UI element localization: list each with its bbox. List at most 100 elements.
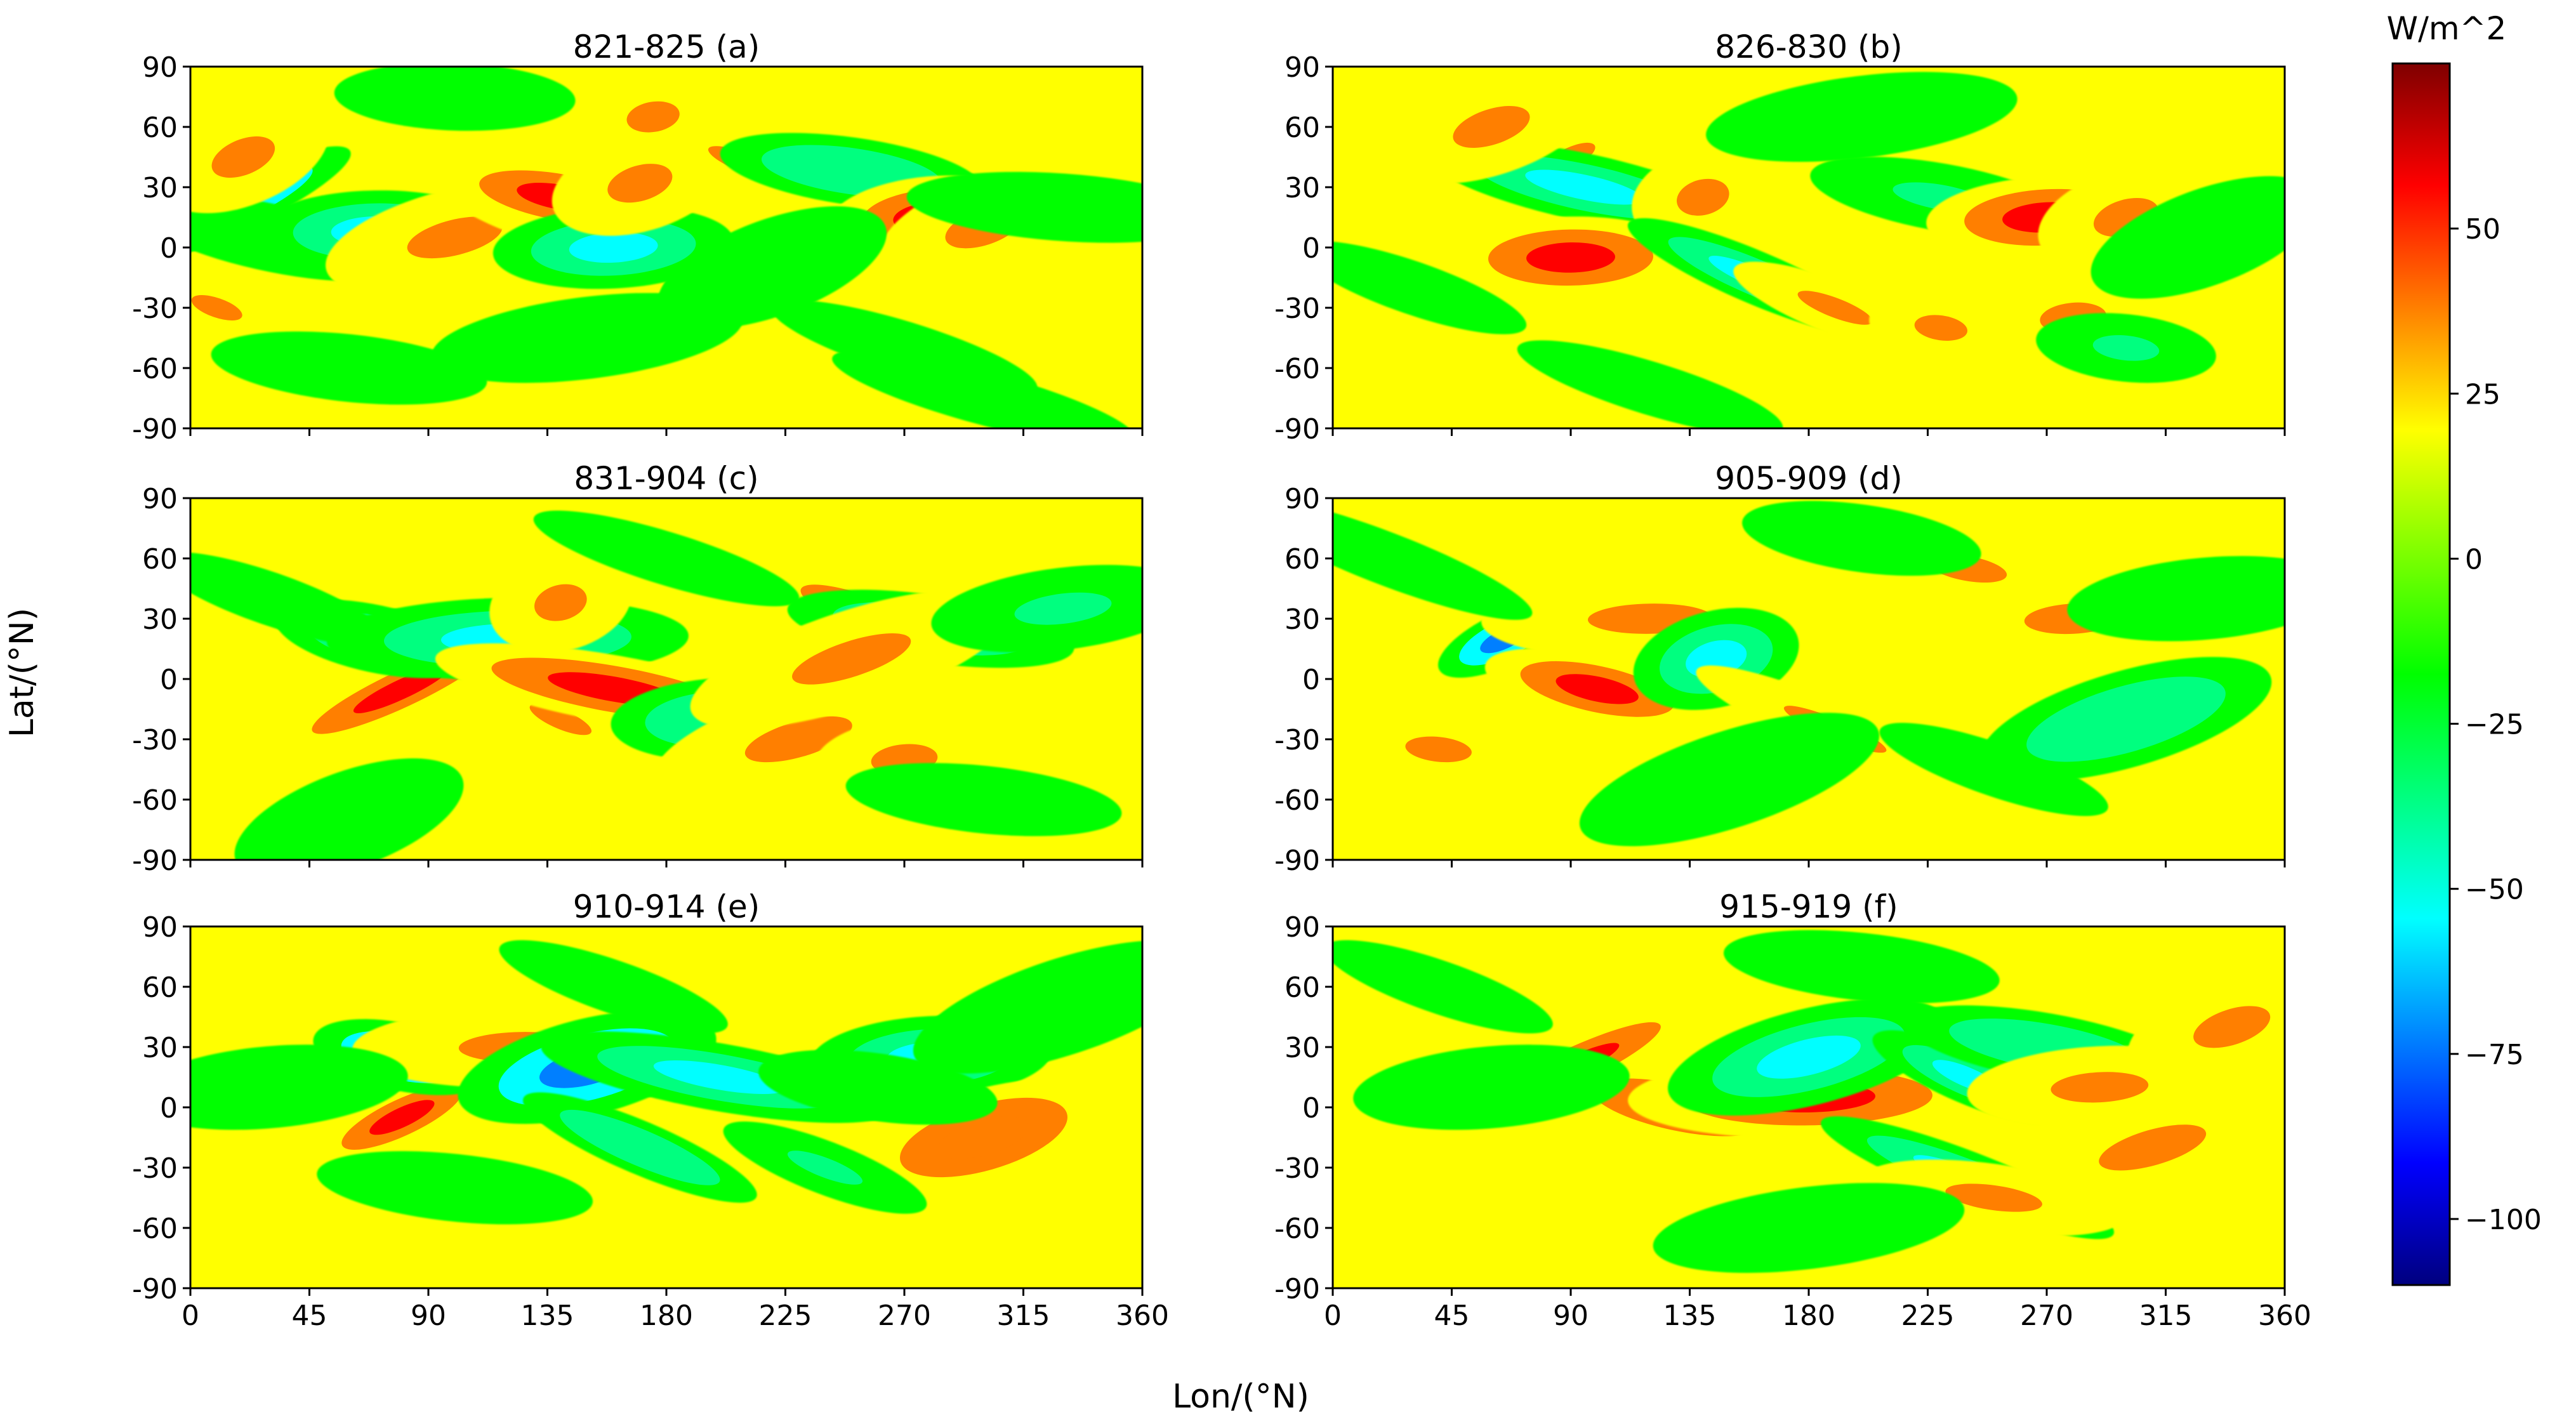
heatmap-core xyxy=(191,295,242,320)
colorbar-tick-label: 25 xyxy=(2465,378,2500,411)
heatmap-core xyxy=(2072,696,2180,742)
heatmap-core xyxy=(2163,214,2248,260)
y-tick-label: -90 xyxy=(1274,1273,1320,1305)
y-tick-label: -60 xyxy=(1274,784,1320,817)
heatmap-core xyxy=(1751,1211,1866,1245)
heatmap-core xyxy=(803,157,900,185)
colorbar-gradient xyxy=(2391,62,2451,1286)
heatmap-core xyxy=(2193,1006,2271,1048)
y-tick-label: 90 xyxy=(142,911,178,944)
y-tick-label: 60 xyxy=(142,543,178,576)
y-tick-label: -90 xyxy=(132,1273,178,1305)
colorbar-tick-label: −25 xyxy=(2465,709,2524,741)
y-tick-label: 30 xyxy=(142,603,178,636)
heatmap-core xyxy=(1914,315,1968,341)
x-tick-label: 90 xyxy=(411,1300,446,1332)
y-tick-label: 0 xyxy=(160,232,178,265)
y-tick-label: -30 xyxy=(1274,1152,1320,1185)
heatmap-core xyxy=(218,1071,321,1104)
heatmap-core xyxy=(1556,674,1639,704)
x-tick-label: 180 xyxy=(640,1300,693,1332)
y-tick-label: -90 xyxy=(1274,413,1320,445)
heatmap-core xyxy=(1526,242,1615,273)
heatmap-core xyxy=(529,703,592,735)
y-tick-label: 30 xyxy=(1285,603,1320,636)
colorbar-tick-label: −75 xyxy=(2465,1039,2524,1071)
panel-title: 915-919 (f) xyxy=(1719,888,1898,925)
heatmap-core xyxy=(404,1174,506,1201)
colorbar-tick-label: 0 xyxy=(2465,543,2483,576)
y-tick-label: 0 xyxy=(1302,664,1320,696)
panel-b: 826-830 (b) 90 60 30 0 -30 -60 -90 xyxy=(1274,29,2286,445)
heatmap-core xyxy=(1817,524,1906,553)
heatmap-core xyxy=(626,101,680,133)
x-tick-label: 45 xyxy=(1434,1300,1470,1332)
heatmap-core xyxy=(1370,270,1455,305)
heatmap-core xyxy=(534,584,587,621)
x-tick-label: 225 xyxy=(759,1300,812,1332)
y-tick-label: 30 xyxy=(142,172,178,204)
y-tick-label: 30 xyxy=(1285,1032,1320,1064)
x-tick-label: 360 xyxy=(1116,1300,1169,1332)
colorbar-tick-label: −50 xyxy=(2465,874,2524,906)
heatmap-core xyxy=(928,380,1040,416)
colorbar-tick-label: 50 xyxy=(2465,213,2500,246)
heatmap-field xyxy=(1333,498,2285,860)
heatmap-core xyxy=(653,1060,785,1095)
y-tick-label: -90 xyxy=(132,413,178,445)
heatmap-core xyxy=(1396,969,1481,1005)
heatmap-core xyxy=(2051,1072,2149,1103)
heatmap-core xyxy=(2099,1124,2207,1171)
x-tick-label: 0 xyxy=(182,1300,199,1332)
y-tick-label: -30 xyxy=(1274,724,1320,756)
y-tick-label: -30 xyxy=(1274,293,1320,325)
heatmap-core xyxy=(227,581,312,616)
y-tick-label: 60 xyxy=(142,972,178,1004)
y-tick-label: 30 xyxy=(1285,172,1320,204)
y-tick-label: 60 xyxy=(1285,543,1320,576)
y-tick-label: -90 xyxy=(1274,845,1320,877)
heatmap-core xyxy=(1601,370,1700,406)
y-tick-label: 0 xyxy=(1302,1092,1320,1124)
x-tick-label: 180 xyxy=(1782,1300,1835,1332)
x-axis-label: Lon/(°N) xyxy=(1172,1378,1309,1416)
y-tick-label: -60 xyxy=(1274,353,1320,385)
heatmap-core xyxy=(1453,106,1530,148)
y-tick-label: 90 xyxy=(142,483,178,515)
heatmap-core xyxy=(855,330,954,366)
heatmap-field xyxy=(190,498,1142,860)
panel-title: 910-914 (e) xyxy=(573,888,760,925)
heatmap-core xyxy=(298,354,400,382)
heatmap-core xyxy=(2154,583,2257,615)
y-tick-label: 90 xyxy=(1285,483,1320,515)
y-tick-label: 60 xyxy=(1285,112,1320,144)
panel-title: 905-909 (d) xyxy=(1715,460,1903,497)
y-tick-label: 0 xyxy=(160,1092,178,1124)
y-tick-label: -90 xyxy=(132,845,178,877)
heatmap-core xyxy=(1333,536,1440,581)
y-tick-label: 0 xyxy=(1302,232,1320,265)
heatmap-core xyxy=(410,84,499,110)
panel-title: 826-830 (b) xyxy=(1715,29,1903,65)
y-tick-label: -60 xyxy=(132,353,178,385)
y-tick-label: -30 xyxy=(132,1152,178,1185)
panel-title: 821-825 (a) xyxy=(573,29,760,65)
heatmap-core xyxy=(1405,736,1472,763)
heatmap-core xyxy=(932,786,1035,814)
panel-d: 905-909 (d) 90 60 30 0 -30 -60 -90 xyxy=(1274,460,2286,877)
heatmap-field xyxy=(1333,926,2285,1288)
heatmap-core xyxy=(744,716,852,763)
heatmap-core xyxy=(1008,982,1118,1032)
heatmap-core xyxy=(529,321,645,355)
x-tick-label: 270 xyxy=(878,1300,931,1332)
heatmap-core xyxy=(617,541,716,576)
y-tick-label: 30 xyxy=(142,1032,178,1064)
y-tick-label: -60 xyxy=(1274,1213,1320,1245)
x-tick-label: 0 xyxy=(1324,1300,1342,1332)
heatmap-core xyxy=(597,1127,684,1168)
heatmap-core xyxy=(730,245,815,291)
heatmap-core xyxy=(1945,1183,2042,1212)
heatmap-core xyxy=(938,1116,1029,1159)
